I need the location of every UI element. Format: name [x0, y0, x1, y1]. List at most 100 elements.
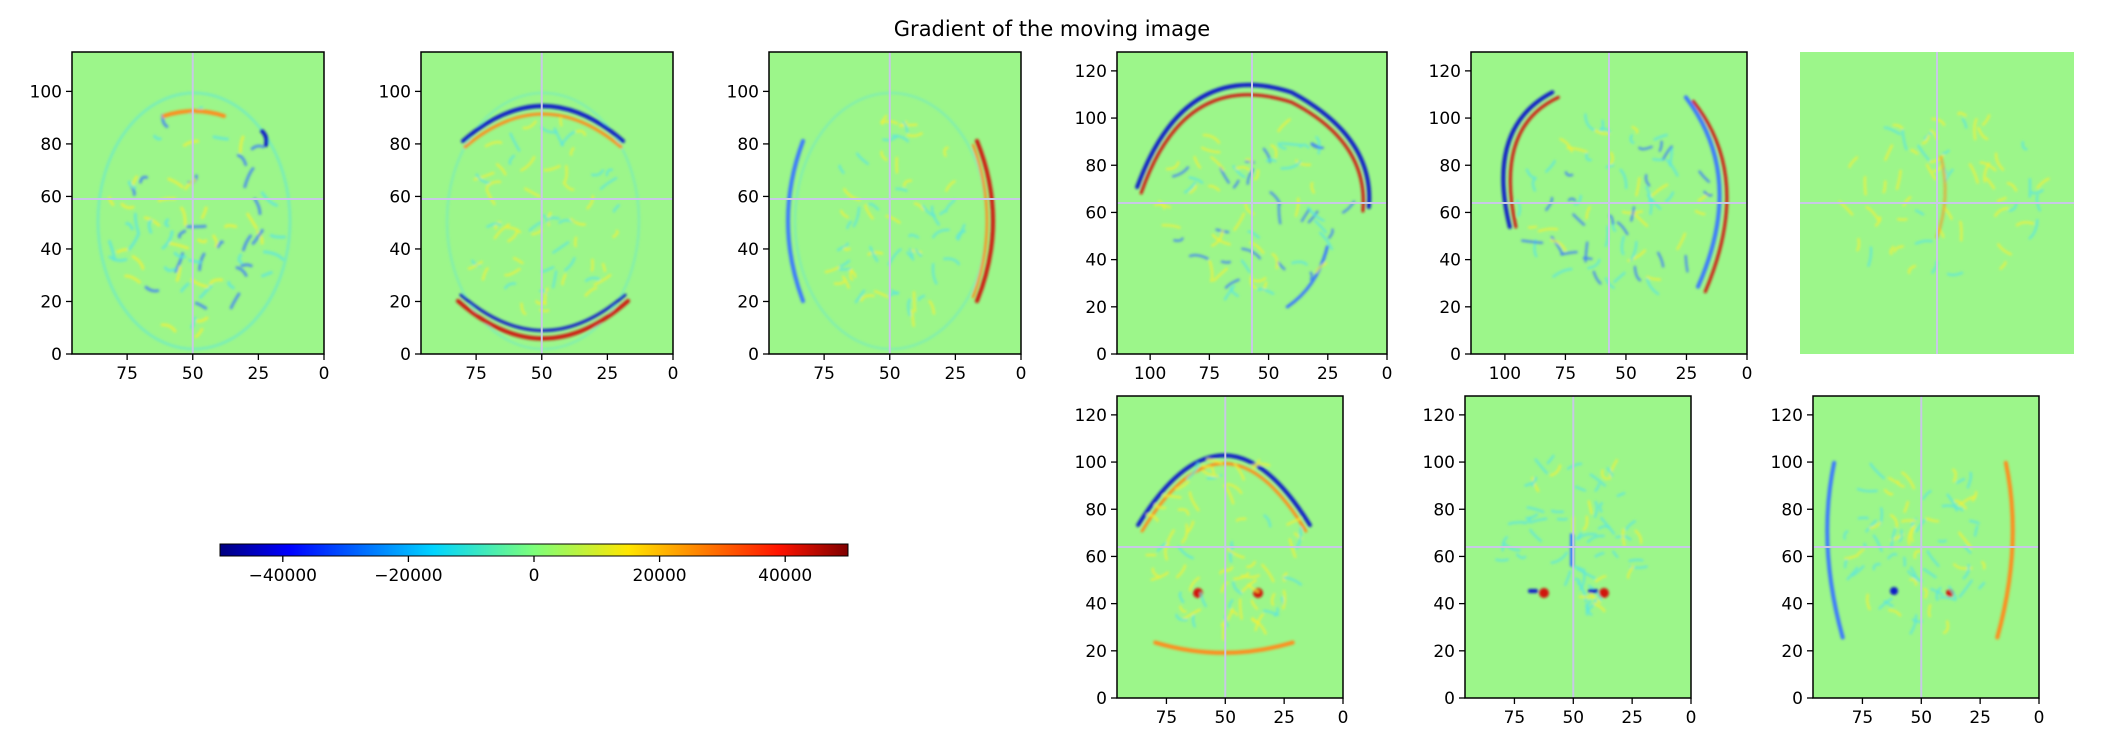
axes-frame — [1116, 51, 1388, 355]
x-tick-label: 75 — [1555, 364, 1577, 384]
y-tick-label: 80 — [1439, 156, 1461, 176]
panel-axial-2: 75 50 25 0 0 20 40 60 80 100 — [379, 51, 678, 384]
y-tick-label: 100 — [1075, 109, 1107, 129]
y-tick-label: 80 — [737, 135, 759, 155]
y-tick-label: 20 — [1085, 298, 1107, 318]
x-tick-label: 50 — [1562, 708, 1584, 728]
panels: 75 50 25 0 0 20 40 60 80 100 75 50 25 0 0 20 40 60 80 100 75… — [30, 51, 2074, 728]
y-tick-label: 100 — [379, 82, 411, 102]
x-tick-label: 75 — [465, 364, 487, 384]
y-tick-label: 0 — [1444, 689, 1455, 709]
x-tick-label: 50 — [1258, 364, 1280, 384]
panel-coronal-2: 75 50 25 0 0 20 40 60 80 100 120 — [1423, 395, 1696, 728]
x-tick-label: 50 — [879, 364, 901, 384]
y-tick-label: 60 — [1781, 547, 1803, 567]
image-coronal-2 — [1465, 396, 1691, 698]
y-tick-label: 60 — [1085, 547, 1107, 567]
y-tick-label: 0 — [400, 345, 411, 365]
y-tick-label: 60 — [737, 187, 759, 207]
x-tick-label: 75 — [1199, 364, 1221, 384]
x-tick-label: 25 — [1969, 708, 1991, 728]
y-tick-label: 100 — [1423, 453, 1455, 473]
y-tick-label: 120 — [1771, 406, 1803, 426]
y-tick-label: 20 — [1085, 642, 1107, 662]
image-background — [72, 52, 324, 354]
axes-frame — [1116, 395, 1344, 699]
x-tick-label: 0 — [1338, 708, 1349, 728]
y-tick-label: 60 — [389, 187, 411, 207]
y-tick-label: 40 — [1439, 251, 1461, 271]
y-tick-label: 20 — [737, 292, 759, 312]
x-tick-label: 0 — [319, 364, 330, 384]
x-tick-label: 25 — [1273, 708, 1295, 728]
image-axial-2 — [421, 52, 673, 354]
y-tick-label: 120 — [1423, 406, 1455, 426]
y-tick-label: 80 — [1085, 500, 1107, 520]
x-tick-label: 100 — [1489, 364, 1521, 384]
axes-frame — [420, 51, 674, 355]
axes-frame — [1470, 51, 1748, 355]
x-tick-label: 25 — [945, 364, 967, 384]
x-tick-label: 0 — [2034, 708, 2045, 728]
x-tick-label: 50 — [182, 364, 204, 384]
panel-sagittal-1: 100 75 50 25 0 0 20 40 60 80 100 120 — [1075, 51, 1392, 384]
image-sagittal-2 — [1471, 52, 1747, 354]
y-tick-label: 20 — [1433, 642, 1455, 662]
image-coronal-1 — [1117, 396, 1343, 698]
y-tick-label: 80 — [1085, 156, 1107, 176]
y-tick-label: 40 — [1085, 595, 1107, 615]
x-tick-label: 25 — [1676, 364, 1698, 384]
image-axial-3 — [769, 52, 1021, 354]
x-tick-label: 0 — [1742, 364, 1753, 384]
colorbar-tick-label: 0 — [529, 566, 540, 586]
panel-coronal-3: 75 50 25 0 0 20 40 60 80 100 120 — [1771, 395, 2045, 728]
axes-frame — [1464, 395, 1692, 699]
image-background — [769, 52, 1021, 354]
image-coronal-3 — [1813, 396, 2039, 698]
x-tick-label: 25 — [1317, 364, 1339, 384]
y-tick-label: 60 — [1439, 203, 1461, 223]
x-tick-label: 25 — [1621, 708, 1643, 728]
colorbar: −40000 −20000 0 20000 40000 — [219, 543, 849, 586]
x-tick-label: 50 — [1910, 708, 1932, 728]
y-tick-label: 60 — [1085, 203, 1107, 223]
y-tick-label: 100 — [30, 82, 62, 102]
y-tick-label: 100 — [1429, 109, 1461, 129]
y-tick-label: 60 — [1433, 547, 1455, 567]
y-tick-label: 20 — [1781, 642, 1803, 662]
y-tick-label: 0 — [748, 345, 759, 365]
panel-sagittal-2: 100 75 50 25 0 0 20 40 60 80 100 120 — [1429, 51, 1753, 384]
y-tick-label: 0 — [51, 345, 62, 365]
x-tick-label: 75 — [116, 364, 138, 384]
y-tick-label: 80 — [389, 135, 411, 155]
panel-sagittal-3 — [1800, 52, 2074, 354]
panel-coronal-1: 75 50 25 0 0 20 40 60 80 100 120 — [1075, 395, 1349, 728]
y-tick-label: 40 — [1085, 251, 1107, 271]
figure-title: Gradient of the moving image — [894, 17, 1210, 41]
x-tick-label: 25 — [597, 364, 619, 384]
y-tick-label: 0 — [1096, 345, 1107, 365]
axes-frame — [768, 51, 1022, 355]
y-tick-label: 80 — [1433, 500, 1455, 520]
y-tick-label: 100 — [727, 82, 759, 102]
colorbar-tick-label: 20000 — [633, 566, 687, 586]
image-sagittal-1 — [1117, 52, 1387, 354]
y-tick-label: 120 — [1075, 62, 1107, 82]
x-tick-label: 50 — [531, 364, 553, 384]
x-tick-label: 50 — [1615, 364, 1637, 384]
x-tick-label: 75 — [813, 364, 835, 384]
image-background — [421, 52, 673, 354]
y-tick-label: 80 — [40, 135, 62, 155]
y-tick-label: 20 — [389, 292, 411, 312]
y-tick-label: 40 — [1781, 595, 1803, 615]
y-tick-label: 120 — [1429, 62, 1461, 82]
y-tick-label: 40 — [40, 240, 62, 260]
image-axial-1 — [72, 52, 324, 354]
x-tick-label: 25 — [248, 364, 270, 384]
y-tick-label: 100 — [1771, 453, 1803, 473]
y-tick-label: 80 — [1781, 500, 1803, 520]
y-tick-label: 100 — [1075, 453, 1107, 473]
axes-frame — [1812, 395, 2040, 699]
x-tick-label: 75 — [1852, 708, 1874, 728]
